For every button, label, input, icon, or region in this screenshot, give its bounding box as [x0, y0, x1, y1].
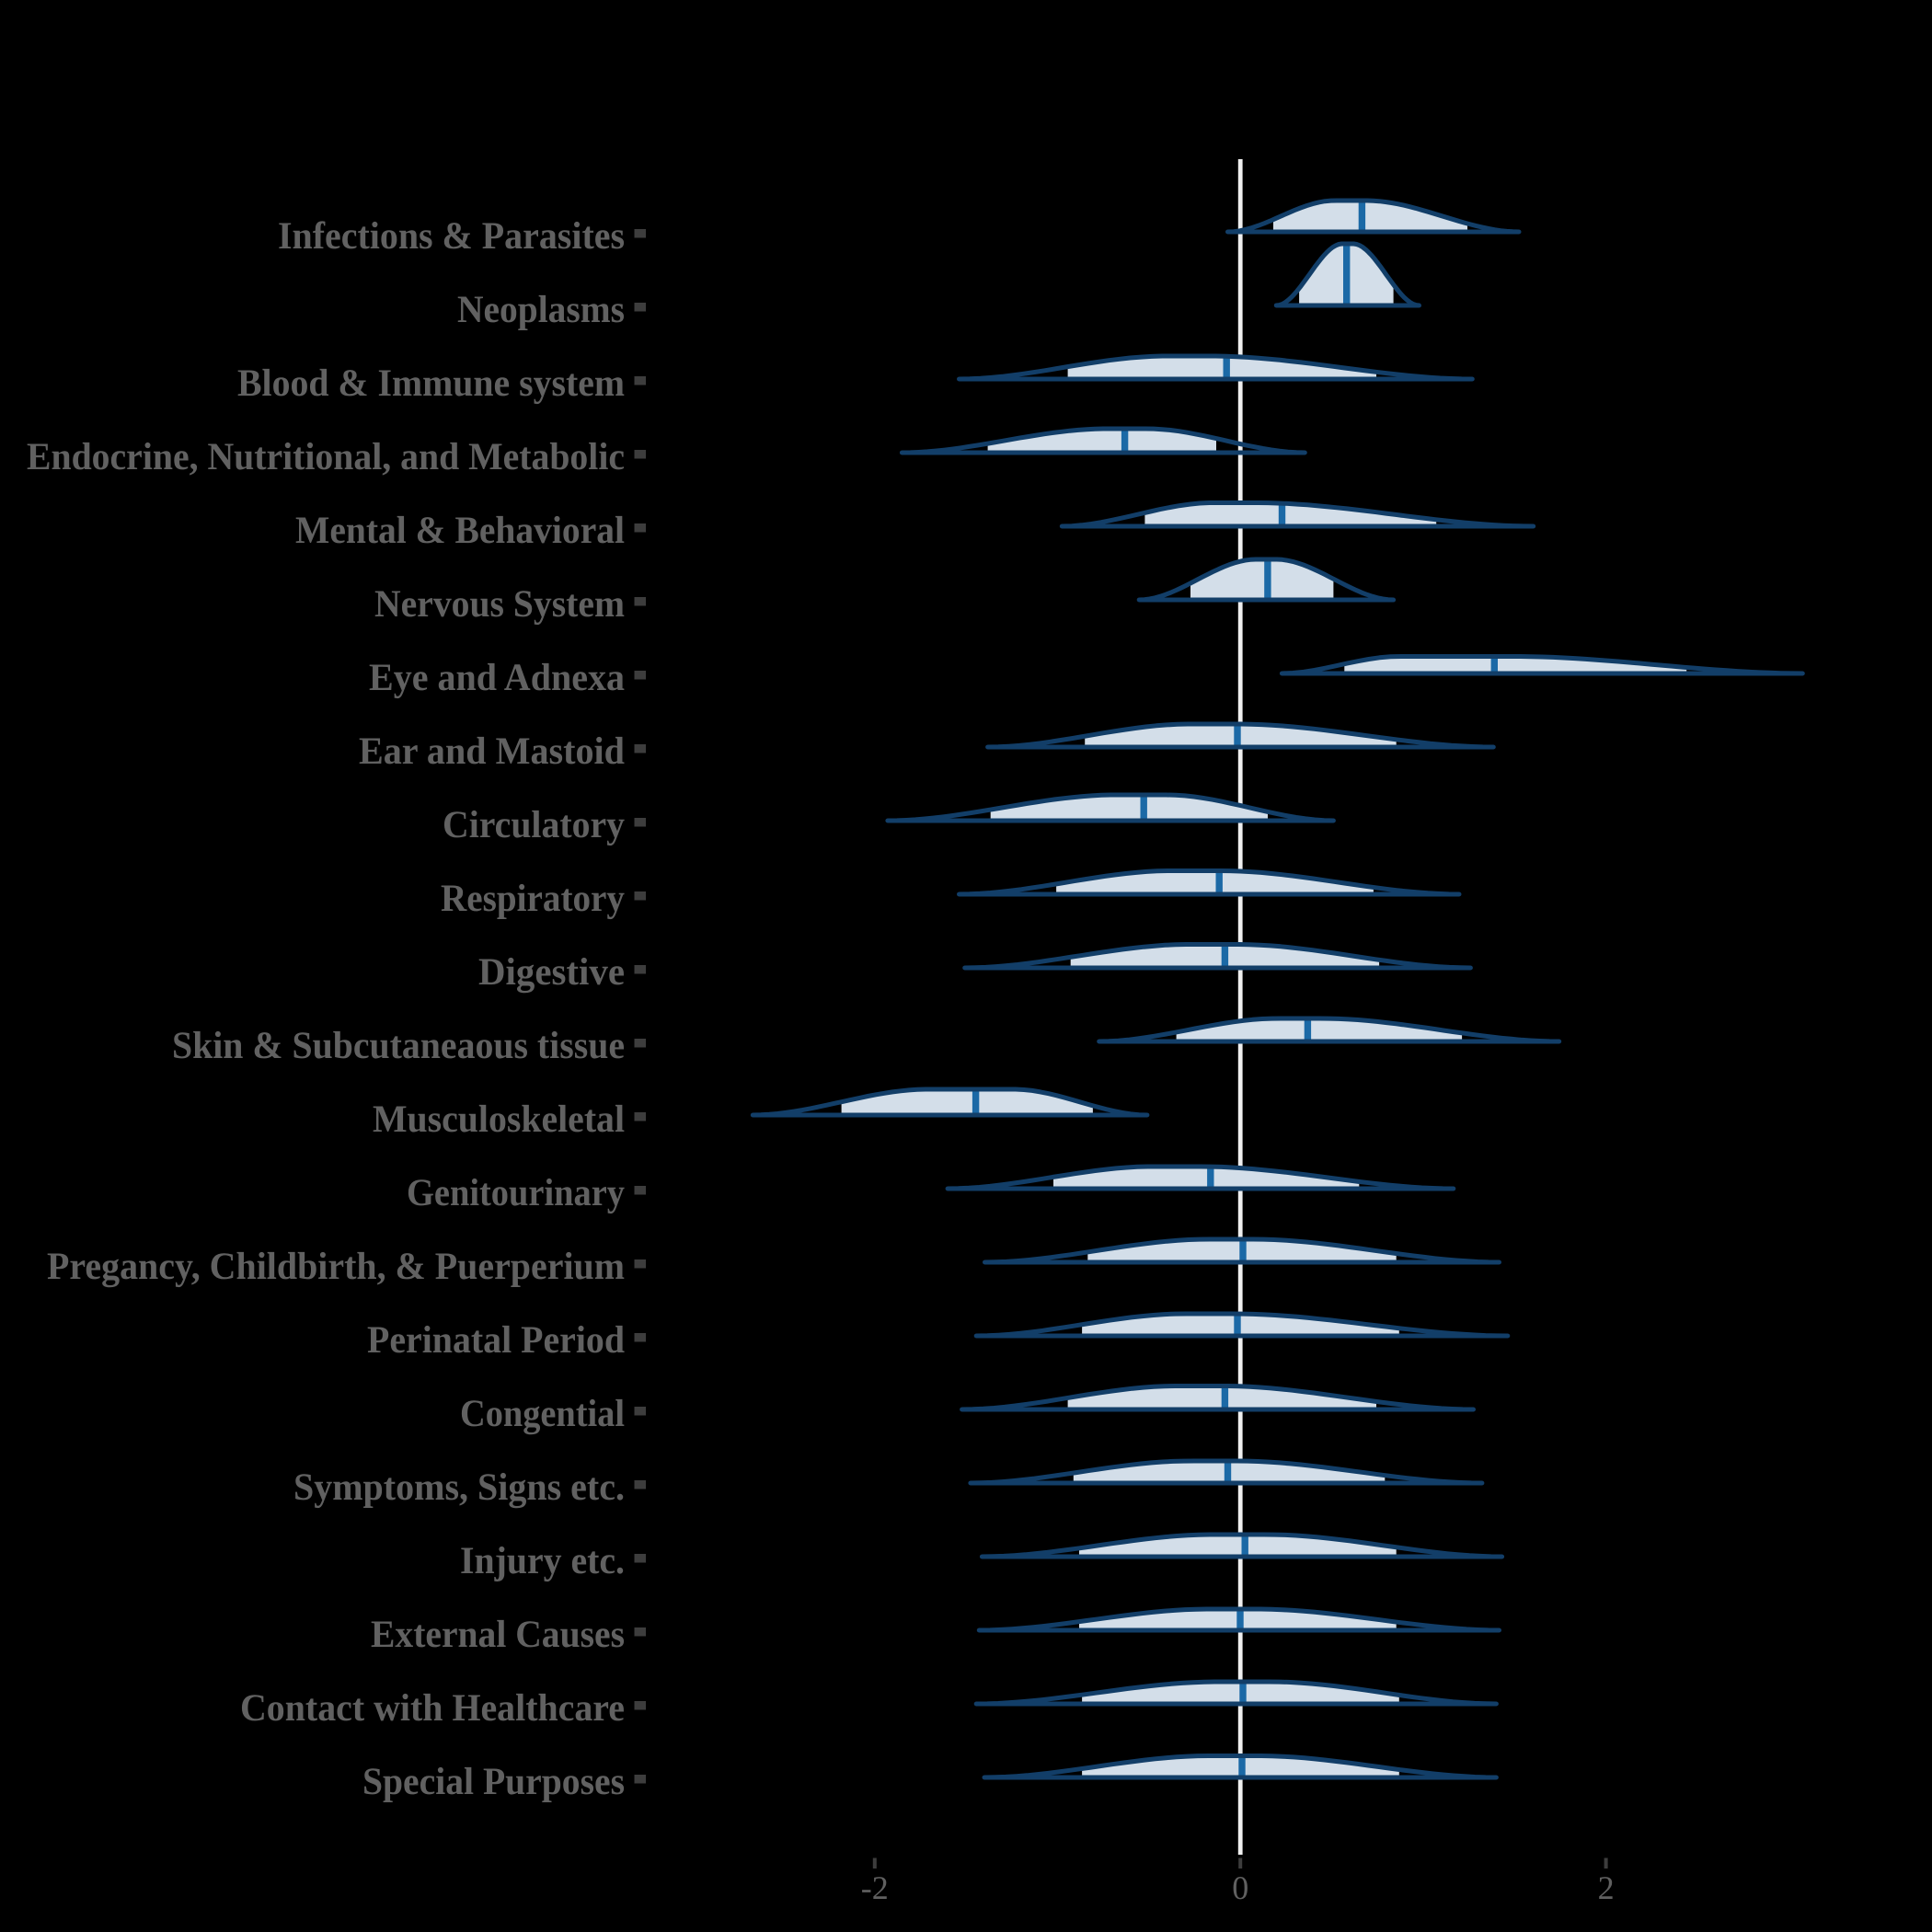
svg-text:2: 2	[1598, 1869, 1615, 1906]
svg-text:Musculoskeletal: Musculoskeletal	[373, 1098, 625, 1141]
svg-text:Special Purposes: Special Purposes	[362, 1761, 625, 1803]
svg-text:Circulatory: Circulatory	[443, 804, 625, 846]
svg-text:Skin & Subcutaneaous tissue: Skin & Subcutaneaous tissue	[172, 1025, 625, 1067]
svg-text:Digestive: Digestive	[478, 951, 625, 994]
svg-text:Endocrine, Nutritional, and Me: Endocrine, Nutritional, and Metabolic	[27, 436, 625, 478]
svg-text:Mental & Behavioral: Mental & Behavioral	[295, 510, 625, 552]
svg-text:Perinatal Period: Perinatal Period	[367, 1319, 625, 1362]
svg-text:Injury etc.: Injury etc.	[460, 1540, 625, 1582]
svg-text:Contact with Healthcare: Contact with Healthcare	[240, 1687, 625, 1730]
svg-text:Nervous System: Nervous System	[374, 583, 625, 626]
svg-text:Ear and Mastoid: Ear and Mastoid	[359, 730, 625, 773]
svg-text:Respiratory: Respiratory	[441, 878, 625, 920]
svg-text:Eye and Adnexa: Eye and Adnexa	[369, 657, 625, 699]
svg-text:Infections & Parasites: Infections & Parasites	[278, 215, 625, 258]
svg-text:0: 0	[1232, 1869, 1248, 1906]
svg-text:External Causes: External Causes	[371, 1614, 625, 1656]
svg-text:Congential: Congential	[460, 1393, 625, 1435]
svg-text:Neoplasms: Neoplasms	[457, 289, 625, 331]
svg-text:Symptoms, Signs etc.: Symptoms, Signs etc.	[293, 1466, 625, 1509]
svg-text:Pregancy, Childbirth, & Puerpe: Pregancy, Childbirth, & Puerperium	[47, 1246, 625, 1288]
svg-text:Blood & Immune system: Blood & Immune system	[237, 362, 625, 405]
svg-text:Genitourinary: Genitourinary	[407, 1172, 625, 1214]
svg-text:-2: -2	[861, 1869, 889, 1906]
